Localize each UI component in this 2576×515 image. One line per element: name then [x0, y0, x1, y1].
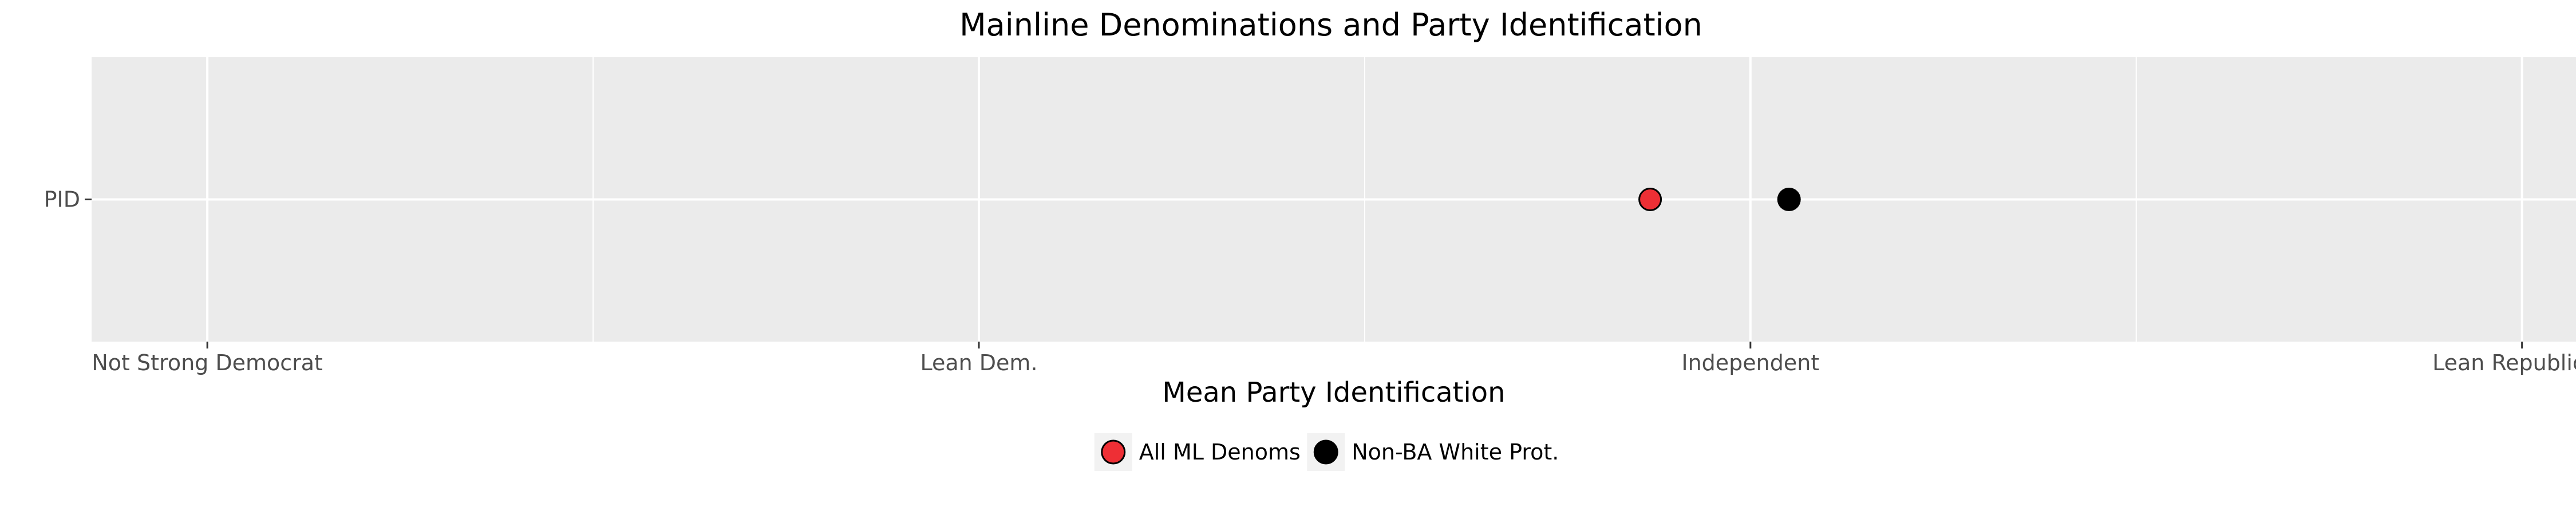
grid-lines [92, 57, 2576, 342]
legend-label: All ML Denoms [1139, 439, 1301, 465]
y-axis: PID [44, 187, 92, 212]
legend-label: Non-BA White Prot. [1352, 439, 1559, 465]
y-tick-label: PID [44, 187, 80, 212]
x-axis-title: Mean Party Identification [1162, 377, 1505, 409]
x-axis: Not Strong Democrat Lean Dem. Independent L… [92, 342, 2576, 375]
x-tick-label: Lean Dem. [920, 350, 1037, 375]
legend: All ML Denoms Non-BA White Prot. [1094, 433, 1559, 471]
x-tick-label: Not Strong Democrat [92, 350, 323, 375]
legend-key-marker [1313, 439, 1338, 465]
x-tick-label: Lean Republican [2432, 350, 2576, 375]
data-point [1638, 188, 1662, 211]
chart-title: Mainline Denominations and Party Identif… [959, 7, 1702, 43]
legend-key-marker [1101, 439, 1126, 465]
data-point [1777, 188, 1801, 211]
x-tick-label: Independent [1681, 350, 1819, 375]
data-points [1638, 188, 1801, 211]
